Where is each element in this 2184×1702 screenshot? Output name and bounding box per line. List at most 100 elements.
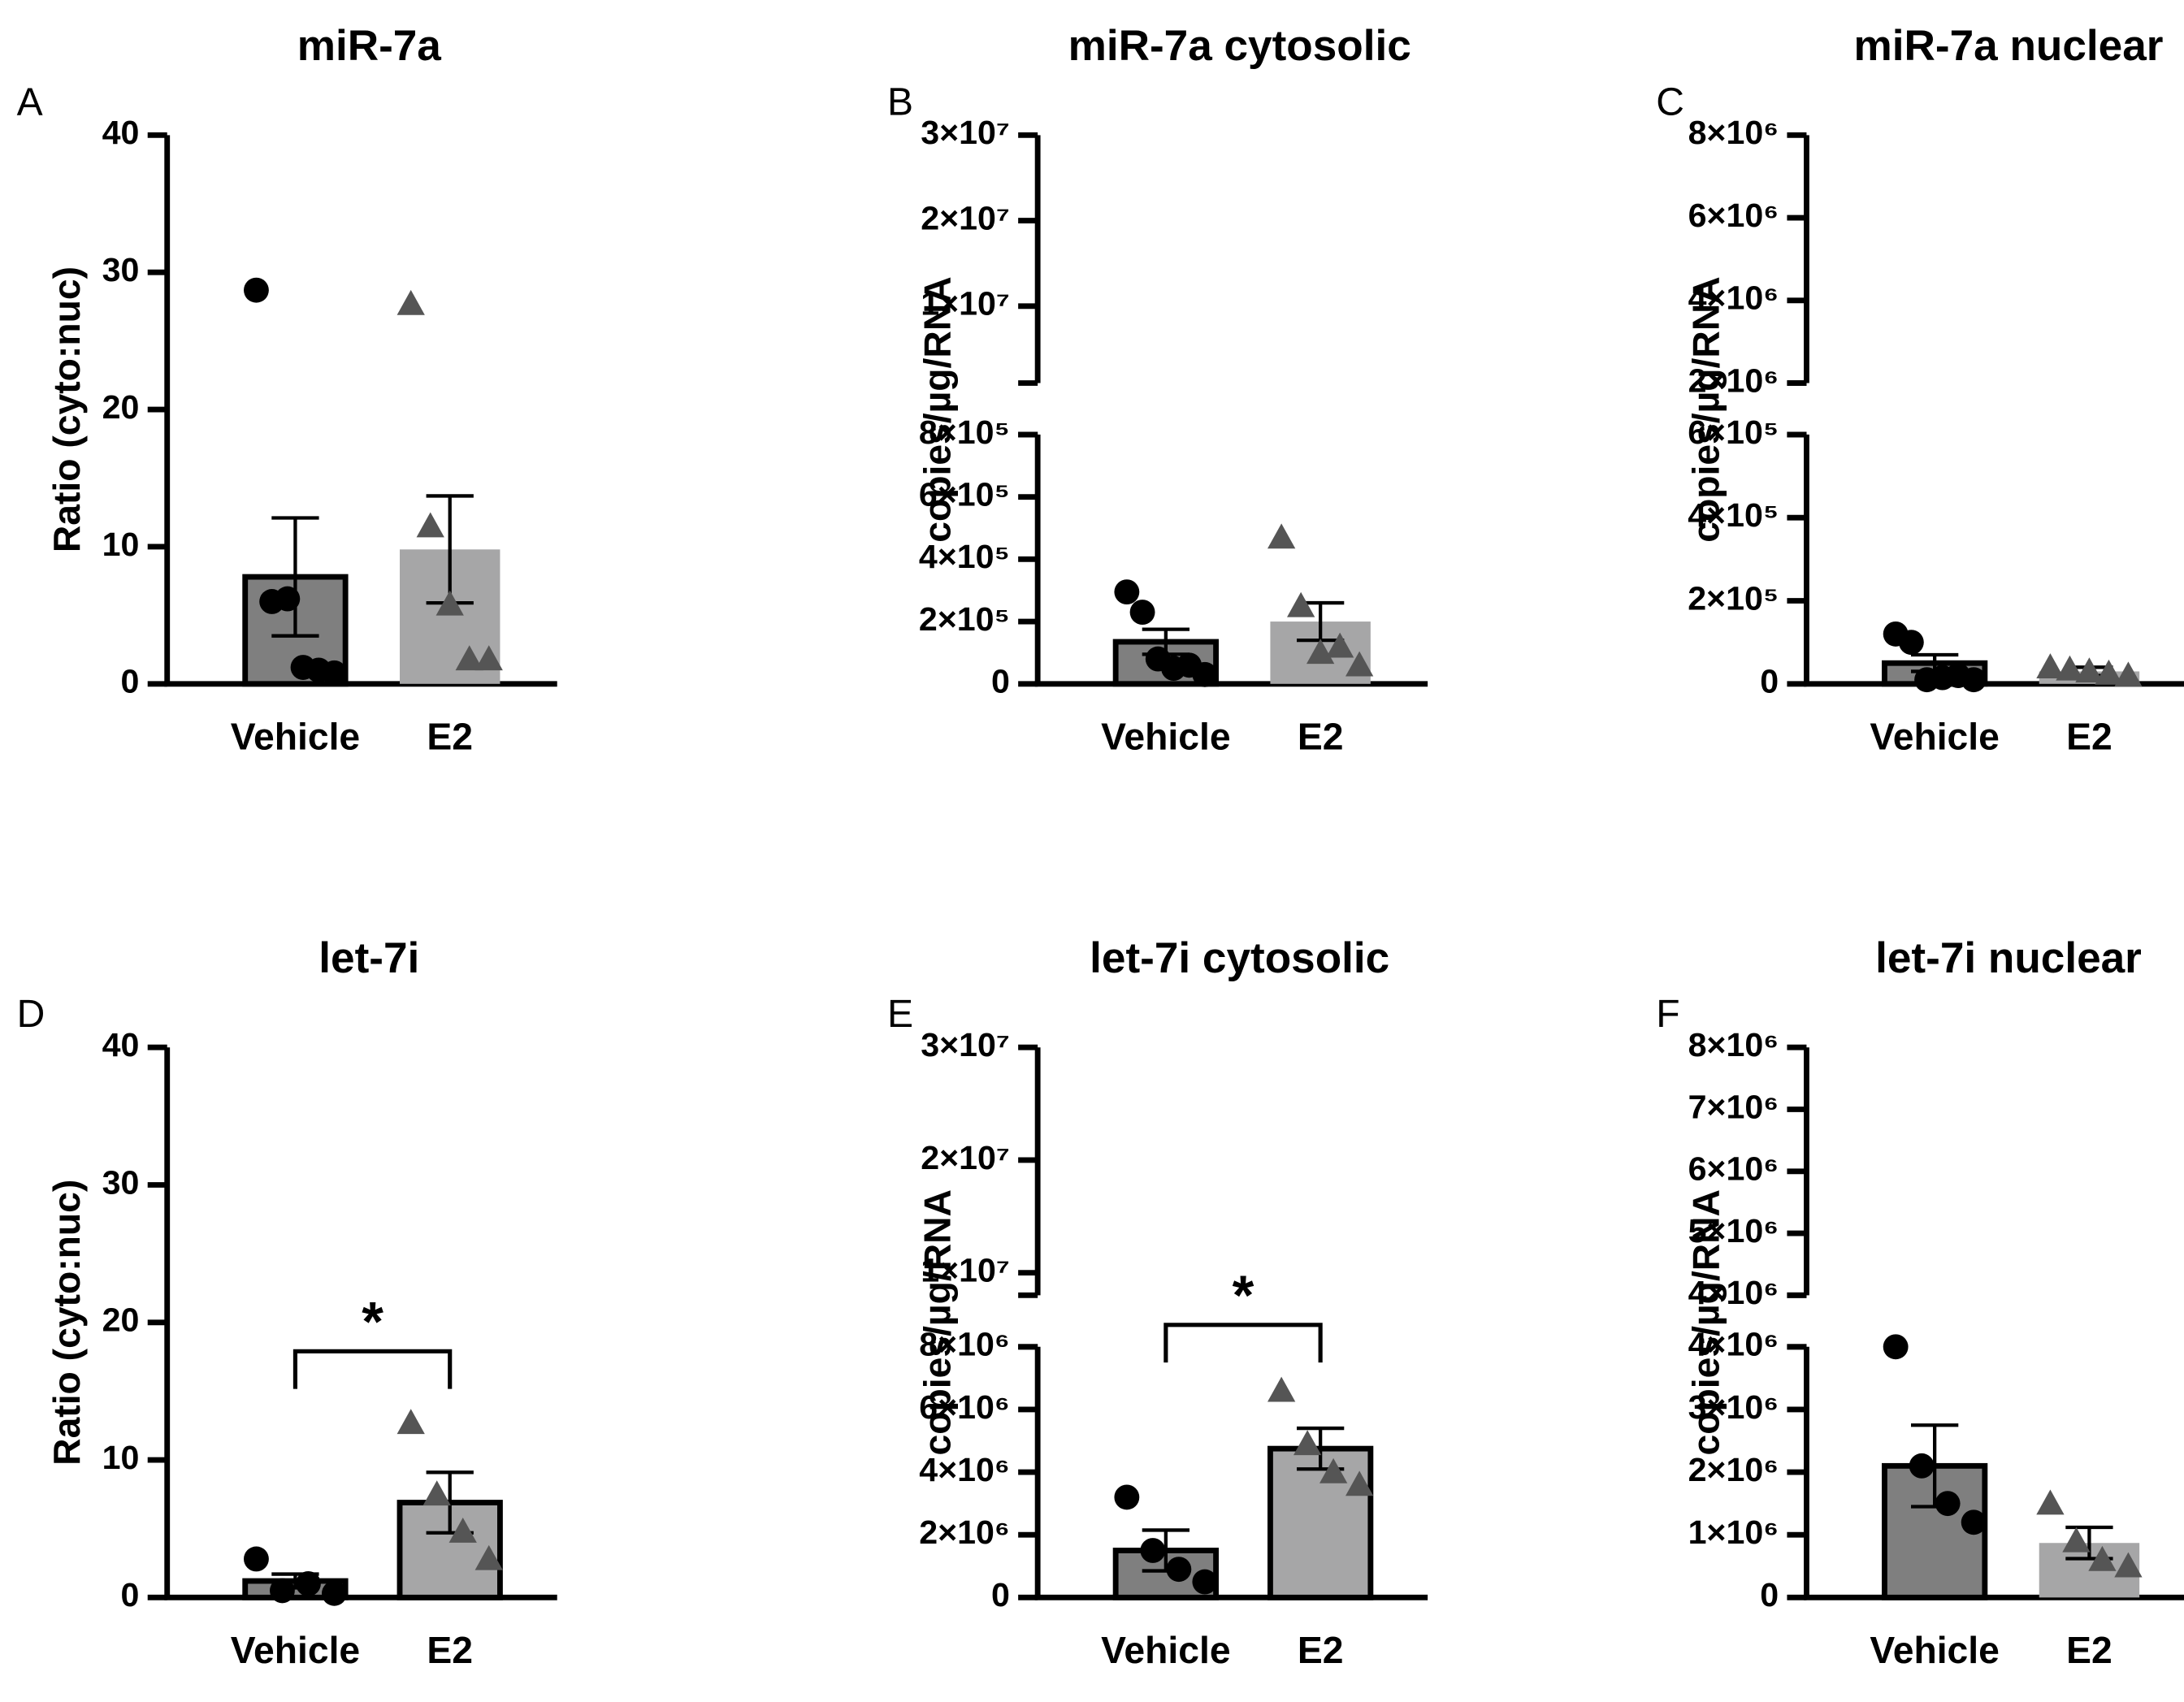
y-tick-label: 8×10⁶	[1688, 1026, 1779, 1063]
data-point	[296, 1571, 321, 1596]
y-tick-label: 4×10⁶	[1688, 279, 1779, 317]
x-tick-label: Vehicle	[231, 1629, 360, 1671]
x-tick-label: Vehicle	[1101, 716, 1230, 758]
y-tick-label: 20	[102, 1301, 140, 1339]
chart-title: let-7i cytosolic	[1090, 934, 1389, 982]
chart-title: let-7i	[318, 934, 419, 982]
data-point	[2036, 653, 2065, 679]
y-tick-label: 0	[1760, 1576, 1779, 1613]
data-point	[322, 660, 347, 686]
data-point	[2062, 1527, 2091, 1553]
y-tick-label: 1×10⁷	[921, 1251, 1010, 1288]
y-tick-label: 8×10⁵	[919, 414, 1010, 451]
data-point	[1294, 1430, 1322, 1456]
data-point	[396, 289, 425, 315]
data-point	[422, 1480, 451, 1506]
data-point	[244, 1546, 269, 1572]
x-tick-label: E2	[427, 1629, 473, 1671]
chart-title: miR-7a cytosolic	[1068, 22, 1411, 70]
data-point	[455, 645, 483, 671]
chart-title: miR-7a nuclear	[1854, 22, 2164, 70]
y-tick-label: 6×10⁵	[1688, 414, 1779, 451]
data-point	[1961, 667, 1987, 693]
y-tick-label: 8×10⁶	[919, 1326, 1010, 1363]
data-point	[1346, 651, 1374, 677]
y-tick-label: 30	[102, 251, 140, 288]
y-tick-label: 2×10⁵	[1688, 579, 1779, 617]
data-point	[275, 586, 301, 612]
y-tick-label: 2×10⁵	[919, 600, 1010, 638]
y-axis-label: copies/µg/RNA	[916, 276, 958, 542]
significance-label: *	[1233, 1264, 1254, 1327]
y-tick-label: 2×10⁶	[1688, 1451, 1779, 1488]
data-point	[1140, 1538, 1166, 1563]
chart-title: let-7i nuclear	[1875, 934, 2142, 982]
y-tick-label: 10	[102, 1439, 140, 1476]
data-point	[2056, 655, 2084, 681]
x-tick-label: Vehicle	[1870, 716, 1999, 758]
data-point	[1114, 579, 1140, 605]
data-point	[1268, 1376, 1296, 1402]
y-tick-label: 0	[1760, 663, 1779, 700]
data-point	[448, 1517, 477, 1543]
y-tick-label: 4×10⁵	[1688, 496, 1779, 534]
panel-letter: F	[1656, 993, 1679, 1036]
y-tick-label: 2×10⁷	[921, 1139, 1010, 1176]
data-point	[2095, 659, 2123, 685]
data-point	[1114, 1484, 1140, 1510]
x-tick-label: E2	[427, 716, 473, 758]
bar	[1268, 1445, 1374, 1600]
x-tick-label: E2	[2066, 1629, 2112, 1671]
data-point	[416, 512, 444, 538]
y-tick-label: 20	[102, 388, 140, 426]
chart-title: miR-7a	[297, 22, 442, 70]
y-tick-label: 6×10⁶	[1688, 1150, 1779, 1188]
y-tick-label: 3×10⁷	[921, 1026, 1010, 1063]
y-tick-label: 0	[991, 663, 1010, 700]
data-point	[1898, 630, 1924, 656]
data-point	[474, 1544, 503, 1570]
data-point	[1909, 1453, 1935, 1479]
y-tick-label: 1×10⁶	[1688, 1514, 1779, 1551]
data-point	[2114, 661, 2143, 687]
x-tick-label: E2	[1298, 1629, 1344, 1671]
y-axis-label: Ratio (cyto:nuc)	[46, 1180, 88, 1466]
data-point	[1961, 1509, 1987, 1535]
y-tick-label: 2×10⁶	[919, 1514, 1010, 1551]
data-point	[1287, 591, 1315, 617]
significance-bracket	[292, 1349, 453, 1389]
y-tick-label: 10	[102, 526, 140, 563]
significance-label: *	[362, 1291, 384, 1353]
y-tick-label: 40	[102, 1026, 140, 1063]
data-point	[1268, 523, 1296, 549]
y-tick-label: 3×10⁷	[921, 114, 1010, 151]
data-point	[2036, 1489, 2065, 1515]
y-axis-label: Ratio (cyto:nuc)	[46, 266, 88, 552]
y-tick-label: 6×10⁶	[919, 1388, 1010, 1426]
panel-letter: C	[1656, 80, 1684, 123]
data-point	[396, 1409, 425, 1435]
y-tick-label: 0	[121, 1576, 140, 1613]
y-tick-label: 2×10⁷	[921, 199, 1010, 236]
data-point	[322, 1580, 347, 1606]
x-tick-label: Vehicle	[1870, 1629, 1999, 1671]
x-tick-label: E2	[2066, 716, 2112, 758]
y-tick-label: 0	[991, 1576, 1010, 1613]
panel-letter: B	[887, 80, 913, 123]
y-axis-label: copies/µg/RNA	[1685, 1189, 1727, 1455]
y-tick-label: 1×10⁷	[921, 285, 1010, 323]
y-tick-label: 30	[102, 1163, 140, 1201]
x-tick-label: Vehicle	[231, 716, 360, 758]
panel-letter: E	[887, 993, 913, 1036]
y-tick-label: 6×10⁵	[919, 476, 1010, 513]
y-tick-label: 3×10⁶	[1688, 1388, 1779, 1426]
data-point	[270, 1578, 295, 1604]
data-point	[1883, 1334, 1909, 1360]
data-point	[1129, 600, 1155, 625]
y-tick-label: 0	[121, 663, 140, 700]
